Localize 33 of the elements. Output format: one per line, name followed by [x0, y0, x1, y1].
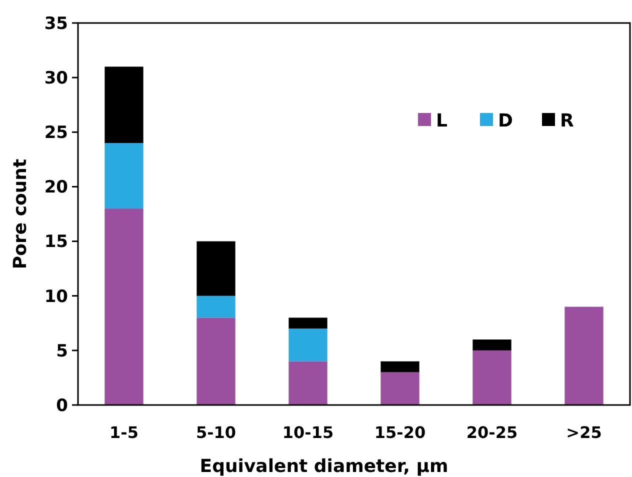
x-tick-label: >25	[566, 423, 602, 442]
y-axis-title: Pore count	[10, 158, 31, 270]
bar	[564, 306, 604, 405]
y-tick-label: 10	[44, 286, 68, 307]
x-tick-label: 20-25	[466, 423, 518, 442]
bar	[288, 328, 328, 362]
legend-label: R	[560, 110, 574, 132]
x-tick-label: 10-15	[282, 423, 334, 442]
bar	[380, 372, 420, 405]
bar	[288, 318, 328, 329]
y-tick-label: 35	[44, 14, 68, 34]
bar	[472, 340, 512, 350]
legend-label: D	[498, 110, 513, 132]
bar	[472, 350, 512, 405]
bar	[104, 66, 144, 144]
x-tick-label: 1-5	[110, 423, 138, 442]
x-axis-title: Equivalent diameter, µm	[200, 456, 448, 477]
bar	[104, 208, 144, 405]
y-tick-label: 30	[44, 68, 68, 89]
legend-label: L	[436, 110, 448, 132]
bar	[196, 296, 236, 318]
bar	[104, 143, 144, 209]
y-tick-label: 0	[56, 396, 68, 416]
y-tick-label: 5	[56, 341, 68, 362]
bar	[196, 241, 236, 296]
bar	[380, 361, 420, 372]
x-tick-label: 5-10	[196, 423, 236, 442]
bar	[288, 361, 328, 405]
y-tick-label: 25	[44, 123, 68, 144]
y-tick-label: 20	[44, 178, 68, 198]
y-tick-label: 15	[44, 232, 68, 252]
bar	[196, 318, 236, 405]
x-tick-label: 15-20	[374, 423, 426, 442]
